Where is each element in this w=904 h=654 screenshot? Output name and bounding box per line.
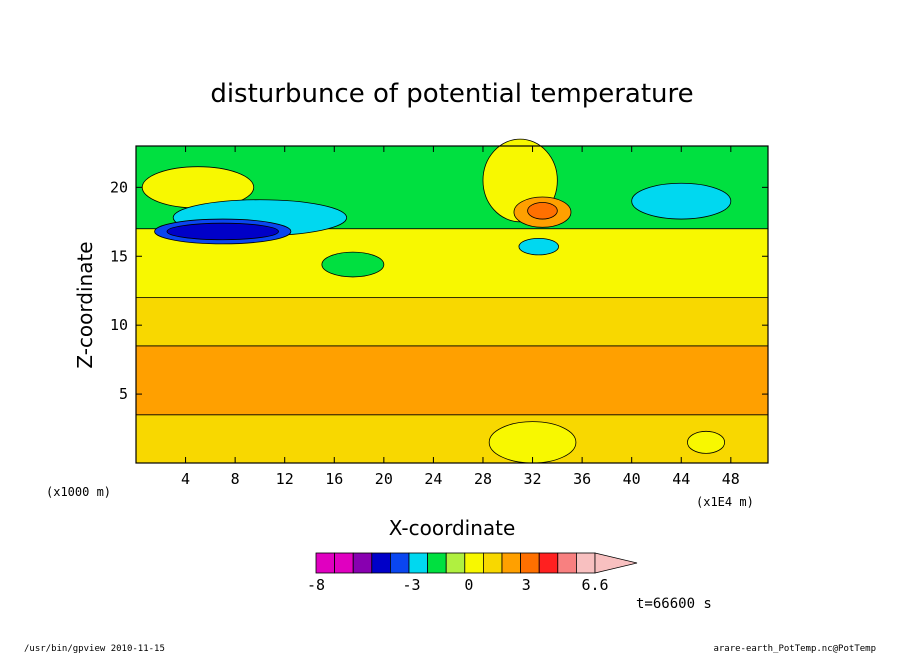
x-tick-labels: 4 8 12 16 20 24 28 32 36 40 44 48 — [181, 146, 740, 488]
colorbar-segment — [315, 552, 336, 574]
colorbar-labels: -8 -3 0 3 6.6 — [307, 576, 609, 594]
footer-left-label: /usr/bin/gpview 2010-11-15 — [24, 644, 165, 654]
x-tick-label: 20 — [375, 470, 393, 488]
x-unit-label: (x1000 m) — [46, 485, 111, 499]
colorbar-segment — [501, 552, 522, 574]
contour-band-band-1-4 — [135, 414, 769, 464]
contour-feature-green-blob-center — [321, 251, 385, 278]
x-tick-label: 12 — [276, 470, 294, 488]
contour-band-band-8-12 — [135, 297, 769, 347]
x-tick-label: 28 — [474, 470, 492, 488]
x-tick-label: 16 — [325, 470, 343, 488]
contour-feature-dark-blue-core — [166, 222, 279, 241]
colorbar-segment — [557, 552, 577, 574]
colorbar-label: -8 — [307, 576, 325, 594]
y-tick-labels: 5 10 15 20 — [110, 178, 768, 403]
colorbar-label: 6.6 — [581, 576, 608, 594]
contour-feature-hot-core — [527, 202, 558, 220]
x-scale-label: (x1E4 m) — [696, 495, 754, 509]
colorbar-segment — [408, 552, 429, 574]
y-tick-label: 15 — [110, 247, 128, 265]
colorbar-label: 3 — [522, 576, 531, 594]
colorbar — [315, 552, 638, 574]
colorbar-arrow — [594, 552, 638, 574]
x-tick-label: 24 — [424, 470, 442, 488]
x-axis-title: X-coordinate — [389, 516, 516, 540]
x-tick-label: 40 — [623, 470, 641, 488]
colorbar-segment — [464, 552, 484, 574]
footer-right-label: arare-earth_PotTemp.nc@PotTemp — [713, 644, 876, 654]
x-tick-label: 36 — [573, 470, 591, 488]
colorbar-label: -3 — [403, 576, 421, 594]
colorbar-segment — [389, 552, 410, 574]
contour-band-band-4-8 — [135, 345, 769, 416]
x-tick-label: 32 — [524, 470, 542, 488]
y-tick-label: 10 — [110, 316, 128, 334]
x-tick-label: 48 — [722, 470, 740, 488]
plot-frame — [135, 145, 769, 464]
contour-feature-cyan-blob-center — [518, 237, 559, 256]
time-label: t=66600 s — [636, 596, 712, 612]
colorbar-segment — [352, 552, 373, 574]
x-tick-label: 44 — [672, 470, 690, 488]
y-axis-title: Z-coordinate — [73, 241, 97, 368]
colorbar-segment — [427, 552, 447, 574]
contour-feature-bottom-yellow — [488, 421, 577, 464]
colorbar-segment — [334, 552, 354, 574]
plot-area — [135, 138, 769, 464]
contour-feature-bottom-right-yellow — [687, 430, 726, 454]
colorbar-label: 0 — [464, 576, 473, 594]
x-tick-label: 4 — [181, 470, 190, 488]
chart-title: disturbunce of potential temperature — [210, 79, 693, 109]
y-tick-label: 20 — [110, 178, 128, 196]
colorbar-segment — [576, 552, 596, 574]
colorbar-segment — [538, 552, 559, 574]
contour-feature-cyan-right — [631, 182, 732, 220]
y-tick-label: 5 — [119, 385, 128, 403]
colorbar-segment — [482, 552, 503, 574]
colorbar-segment — [520, 552, 540, 574]
colorbar-segment — [371, 552, 391, 574]
x-tick-label: 8 — [231, 470, 240, 488]
colorbar-segment — [445, 552, 466, 574]
